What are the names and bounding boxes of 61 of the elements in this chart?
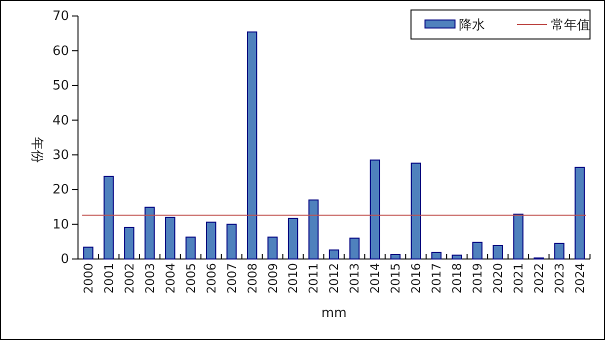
x-tick-label: 2011 (306, 263, 321, 294)
y-tick-label: 20 (52, 182, 69, 198)
bar (370, 160, 380, 260)
x-tick-label: 2013 (348, 263, 362, 294)
x-tick-label: 2022 (532, 263, 546, 294)
y-tick-label: 70 (52, 9, 69, 24)
x-tick-label: 2015 (388, 263, 403, 294)
x-tick-label: 2006 (204, 263, 218, 294)
bar (574, 166, 585, 260)
x-tick-label: 2023 (552, 263, 566, 294)
y-tick-label: 30 (52, 148, 69, 164)
x-axis-title: mm (321, 306, 347, 321)
y-tick-label: 10 (52, 217, 69, 232)
x-tick-label: 2016 (409, 263, 424, 294)
bar (144, 206, 155, 260)
bar (226, 224, 237, 260)
bar (124, 226, 134, 260)
bar (513, 214, 524, 260)
bar (492, 244, 503, 260)
legend-label: 降水 (459, 18, 485, 33)
bar (410, 162, 422, 260)
x-tick-label: 2020 (491, 263, 506, 294)
x-tick-label: 2007 (224, 263, 239, 294)
bar (328, 249, 340, 260)
bar (267, 236, 278, 260)
y-tick-label: 60 (52, 44, 69, 59)
bar (165, 216, 176, 260)
x-tick-label: 2002 (122, 263, 136, 294)
bar (472, 242, 482, 260)
x-tick-label: 2009 (266, 263, 280, 294)
bar (554, 242, 564, 260)
x-tick-label: 2017 (430, 263, 444, 294)
bar (452, 254, 462, 260)
x-tick-label: 2000 (81, 263, 96, 294)
x-tick-label: 2014 (368, 263, 382, 294)
y-tick-label: 40 (52, 113, 69, 128)
bar (246, 31, 258, 260)
x-tick-label: 2003 (142, 263, 157, 294)
x-tick-label: 2019 (470, 263, 485, 294)
x-tick-label: 2005 (184, 263, 198, 294)
x-tick-label: 2012 (327, 263, 342, 294)
x-tick-label: 2018 (450, 263, 464, 294)
x-tick-label: 2004 (163, 263, 178, 294)
bar (288, 218, 298, 260)
x-tick-label: 2010 (286, 263, 300, 294)
legend-label: 常年值 (551, 18, 590, 33)
y-tick-label: 0 (60, 252, 69, 268)
x-tick-label: 2021 (512, 263, 526, 294)
bar (390, 254, 401, 260)
bar (308, 199, 319, 260)
y-tick-label: 50 (52, 78, 69, 94)
bar (206, 222, 216, 260)
y-axis-title: 年份 (29, 137, 44, 163)
bar (83, 246, 94, 260)
x-tick-label: 2024 (572, 263, 587, 294)
bar (104, 176, 114, 260)
x-tick-label: 2001 (102, 263, 116, 294)
bar (431, 252, 442, 260)
x-tick-label: 2008 (245, 263, 260, 294)
bar (349, 238, 360, 260)
bar (186, 236, 196, 260)
